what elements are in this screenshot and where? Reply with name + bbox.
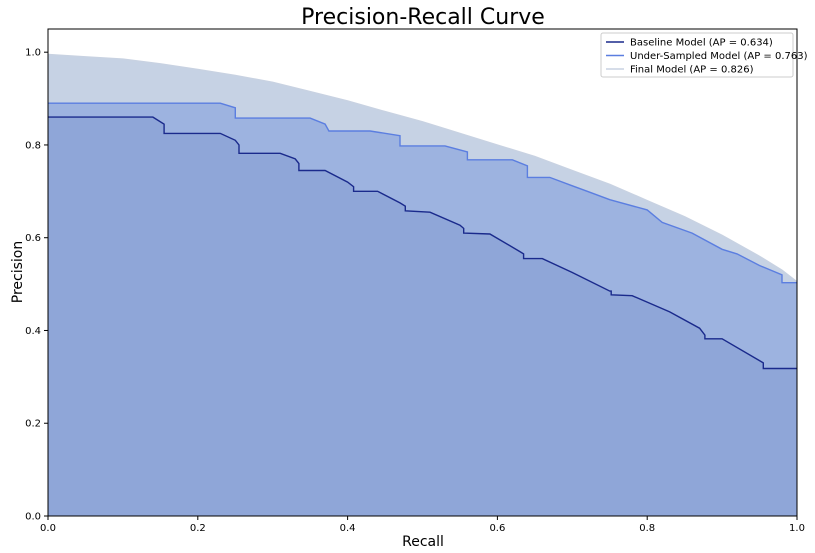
line-series-2: [48, 116, 797, 370]
y-tick-label: 0.8: [25, 140, 41, 151]
y-tick-label: 0.2: [25, 419, 41, 430]
y-axis-label: Precision: [10, 241, 26, 303]
y-tick-label: 0.0: [25, 512, 41, 523]
x-tick-label: 0.0: [40, 523, 56, 534]
x-tick-label: 0.4: [340, 523, 356, 534]
chart-title: Precision-Recall Curve: [301, 5, 545, 30]
legend-entry: Baseline Model (AP = 0.634): [630, 38, 773, 49]
line-series-1: [48, 102, 797, 284]
x-tick-label: 0.2: [190, 523, 206, 534]
legend-entry: Final Model (AP = 0.826): [630, 65, 754, 76]
area-fill-series-2: [48, 117, 797, 516]
x-tick-label: 0.6: [489, 523, 505, 534]
series-lines: [47, 53, 798, 370]
area-fills: [48, 54, 797, 516]
y-tick-label: 1.0: [25, 48, 41, 59]
x-axis-ticks: 0.0 0.2 0.4 0.6 0.8 1.0: [40, 516, 805, 534]
x-tick-label: 1.0: [789, 523, 805, 534]
y-tick-label: 0.6: [25, 233, 41, 244]
legend: Baseline Model (AP = 0.634) Under-Sampled…: [600, 32, 808, 78]
x-tick-label: 0.8: [639, 523, 655, 534]
x-axis-label: Recall: [402, 534, 444, 550]
plot-frame: [47, 28, 798, 517]
y-axis-ticks: 0.0 0.2 0.4 0.6 0.8 1.0: [25, 48, 48, 523]
legend-entry: Under-Sampled Model (AP = 0.763): [630, 51, 808, 62]
line-series-0: [47, 53, 798, 283]
y-tick-label: 0.4: [25, 326, 41, 337]
legend-box: [600, 32, 794, 78]
